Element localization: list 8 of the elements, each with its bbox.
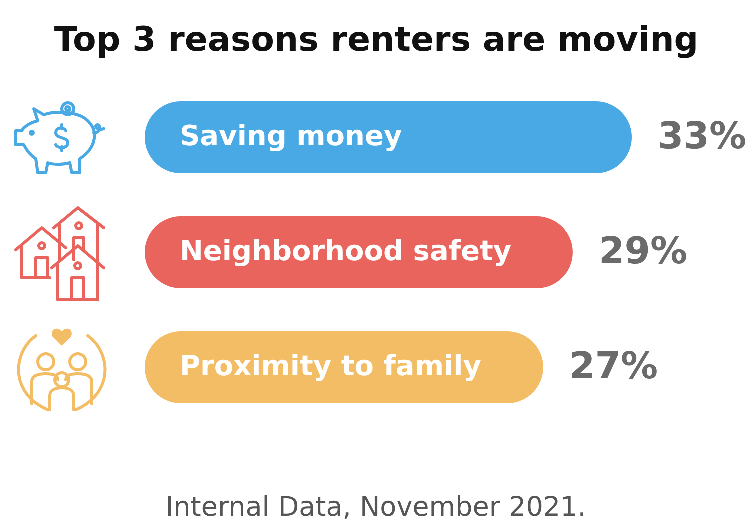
y-tick-label: Proximity to family — [180, 350, 482, 382]
data-label: 33% — [658, 114, 747, 158]
chart-title: Top 3 reasons renters are moving — [54, 20, 699, 60]
y-tick-label: Neighborhood safety — [180, 234, 512, 268]
data-label: 27% — [569, 344, 658, 388]
y-tick-label: Saving money — [180, 120, 402, 152]
text: Internal Data, November 2021. — [166, 492, 586, 523]
data-label: 29% — [598, 230, 688, 272]
